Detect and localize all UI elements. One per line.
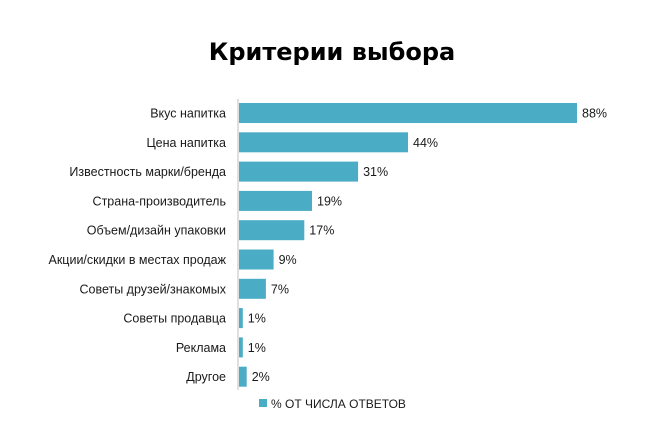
value-label: 7% [271,282,289,296]
legend-label: % ОТ ЧИСЛА ОТВЕТОВ [271,397,406,411]
bar [239,278,266,299]
category-label: Другое [186,370,226,384]
category-label: Реклама [176,341,226,355]
category-label: Цена напитка [146,136,226,150]
value-label: 1% [248,341,266,355]
bar [239,308,243,329]
value-label: 17% [309,224,334,238]
category-labels: Вкус напитка Цена напитка Известность марк… [49,107,227,385]
value-label: 2% [252,370,270,384]
value-label: 9% [279,253,297,267]
value-labels: 88% 44% 31% 19% 17% 9% 7% 1% 1% 2% [248,107,607,385]
bar [239,161,359,182]
category-label: Вкус напитка [150,107,226,121]
bar [239,220,305,241]
category-label: Акции/скидки в местах продаж [49,253,227,267]
bar [239,249,274,270]
value-label: 88% [582,107,607,121]
category-label: Страна-производитель [93,194,226,208]
legend: % ОТ ЧИСЛА ОТВЕТОВ [259,397,406,411]
bar [239,132,408,153]
category-label: Советы друзей/знакомых [79,282,226,296]
value-label: 31% [363,165,388,179]
chart-title: Критерии выбора [209,38,455,66]
category-label: Советы продавца [123,312,226,326]
bars [239,103,577,387]
value-label: 44% [413,136,438,150]
bar [239,190,312,211]
category-label: Объем/дизайн упаковки [87,224,226,238]
value-label: 1% [248,312,266,326]
category-label: Известность марки/бренда [69,165,226,179]
bar [239,337,243,358]
bar [239,366,247,387]
value-label: 19% [317,194,342,208]
legend-swatch [259,399,267,407]
bar [239,103,577,123]
